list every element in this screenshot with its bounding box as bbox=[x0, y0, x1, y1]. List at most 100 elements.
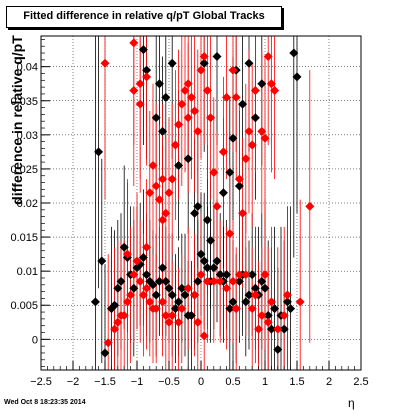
chart-title: Fitted difference in relative q/pT Globa… bbox=[23, 10, 265, 22]
data-point bbox=[234, 181, 244, 191]
data-markers bbox=[90, 38, 315, 358]
data-point bbox=[145, 297, 155, 307]
data-point bbox=[279, 310, 289, 320]
data-point bbox=[177, 283, 187, 293]
data-point bbox=[250, 113, 260, 123]
data-point bbox=[225, 167, 235, 177]
data-point bbox=[206, 235, 216, 245]
y-tick-label: 0 bbox=[32, 334, 38, 346]
data-point bbox=[196, 249, 206, 259]
data-point bbox=[202, 86, 212, 96]
data-point bbox=[151, 113, 161, 123]
x-tick-label: −1.5 bbox=[94, 376, 116, 388]
data-point bbox=[244, 126, 254, 136]
data-point bbox=[113, 283, 123, 293]
y-tick-label: 0.01 bbox=[17, 266, 38, 278]
data-point bbox=[257, 276, 267, 286]
data-point bbox=[132, 256, 142, 266]
data-point bbox=[167, 174, 177, 184]
y-tick-label: 0.035 bbox=[10, 96, 38, 108]
data-point bbox=[129, 283, 139, 293]
data-point bbox=[148, 280, 158, 290]
data-point bbox=[183, 154, 193, 164]
data-point bbox=[158, 215, 168, 225]
data-point bbox=[231, 92, 241, 102]
data-point bbox=[212, 256, 222, 266]
data-point bbox=[286, 304, 296, 314]
y-tick-label: 0.015 bbox=[10, 232, 38, 244]
data-point bbox=[209, 263, 219, 273]
data-point bbox=[244, 58, 254, 68]
data-point bbox=[238, 208, 248, 218]
data-point bbox=[180, 86, 190, 96]
x-tick-label: −0.5 bbox=[158, 376, 180, 388]
data-point bbox=[282, 297, 292, 307]
data-point bbox=[222, 92, 232, 102]
data-point bbox=[228, 297, 238, 307]
data-point bbox=[154, 276, 164, 286]
data-point bbox=[231, 304, 241, 314]
data-point bbox=[161, 276, 171, 286]
data-point bbox=[186, 310, 196, 320]
x-tick-label: −1 bbox=[131, 376, 144, 388]
data-point bbox=[212, 201, 222, 211]
data-point bbox=[142, 270, 152, 280]
chart-title-box: Fitted difference in relative q/pT Globa… bbox=[6, 6, 282, 28]
x-tick-label: 1 bbox=[262, 376, 268, 388]
data-point bbox=[186, 92, 196, 102]
data-point bbox=[193, 126, 203, 136]
y-tick-label: 0.04 bbox=[17, 62, 38, 74]
data-point bbox=[174, 161, 184, 171]
data-point bbox=[234, 270, 244, 280]
data-point bbox=[260, 283, 270, 293]
data-point bbox=[167, 310, 177, 320]
data-point bbox=[247, 140, 257, 150]
x-tick-label: −2.5 bbox=[30, 376, 52, 388]
data-point bbox=[282, 290, 292, 300]
y-tick-label: 0.03 bbox=[17, 130, 38, 142]
data-point bbox=[167, 58, 177, 68]
data-point bbox=[289, 48, 299, 58]
data-point bbox=[225, 304, 235, 314]
data-point bbox=[142, 242, 152, 252]
data-point bbox=[138, 290, 148, 300]
data-point bbox=[190, 290, 200, 300]
data-point bbox=[138, 45, 148, 55]
data-point bbox=[218, 147, 228, 157]
data-point bbox=[119, 242, 129, 252]
data-point bbox=[295, 297, 305, 307]
data-point bbox=[193, 201, 203, 211]
x-tick-label: 2.5 bbox=[353, 376, 368, 388]
data-point bbox=[257, 79, 267, 89]
data-point bbox=[273, 345, 283, 355]
data-point bbox=[212, 51, 222, 61]
data-point bbox=[228, 276, 238, 286]
data-point bbox=[113, 317, 123, 327]
x-tick-label: 2 bbox=[326, 376, 332, 388]
data-point bbox=[151, 290, 161, 300]
data-point bbox=[257, 126, 267, 136]
x-tick-label: −2 bbox=[67, 376, 80, 388]
data-point bbox=[183, 79, 193, 89]
data-point bbox=[151, 181, 161, 191]
data-point bbox=[122, 297, 132, 307]
data-point bbox=[116, 276, 126, 286]
data-point bbox=[250, 86, 260, 96]
timestamp-footer: Wed Oct 8 18:23:35 2014 bbox=[4, 399, 86, 406]
data-point bbox=[254, 324, 264, 334]
data-point bbox=[142, 65, 152, 75]
data-point bbox=[103, 338, 113, 348]
data-point bbox=[270, 86, 280, 96]
data-point bbox=[158, 126, 168, 136]
data-point bbox=[167, 290, 177, 300]
data-point bbox=[158, 263, 168, 273]
data-point bbox=[228, 65, 238, 75]
data-point bbox=[154, 195, 164, 205]
data-point bbox=[170, 140, 180, 150]
data-point bbox=[190, 208, 200, 218]
data-point bbox=[215, 270, 225, 280]
data-point bbox=[199, 58, 209, 68]
data-point bbox=[151, 304, 161, 314]
data-point bbox=[100, 348, 110, 358]
